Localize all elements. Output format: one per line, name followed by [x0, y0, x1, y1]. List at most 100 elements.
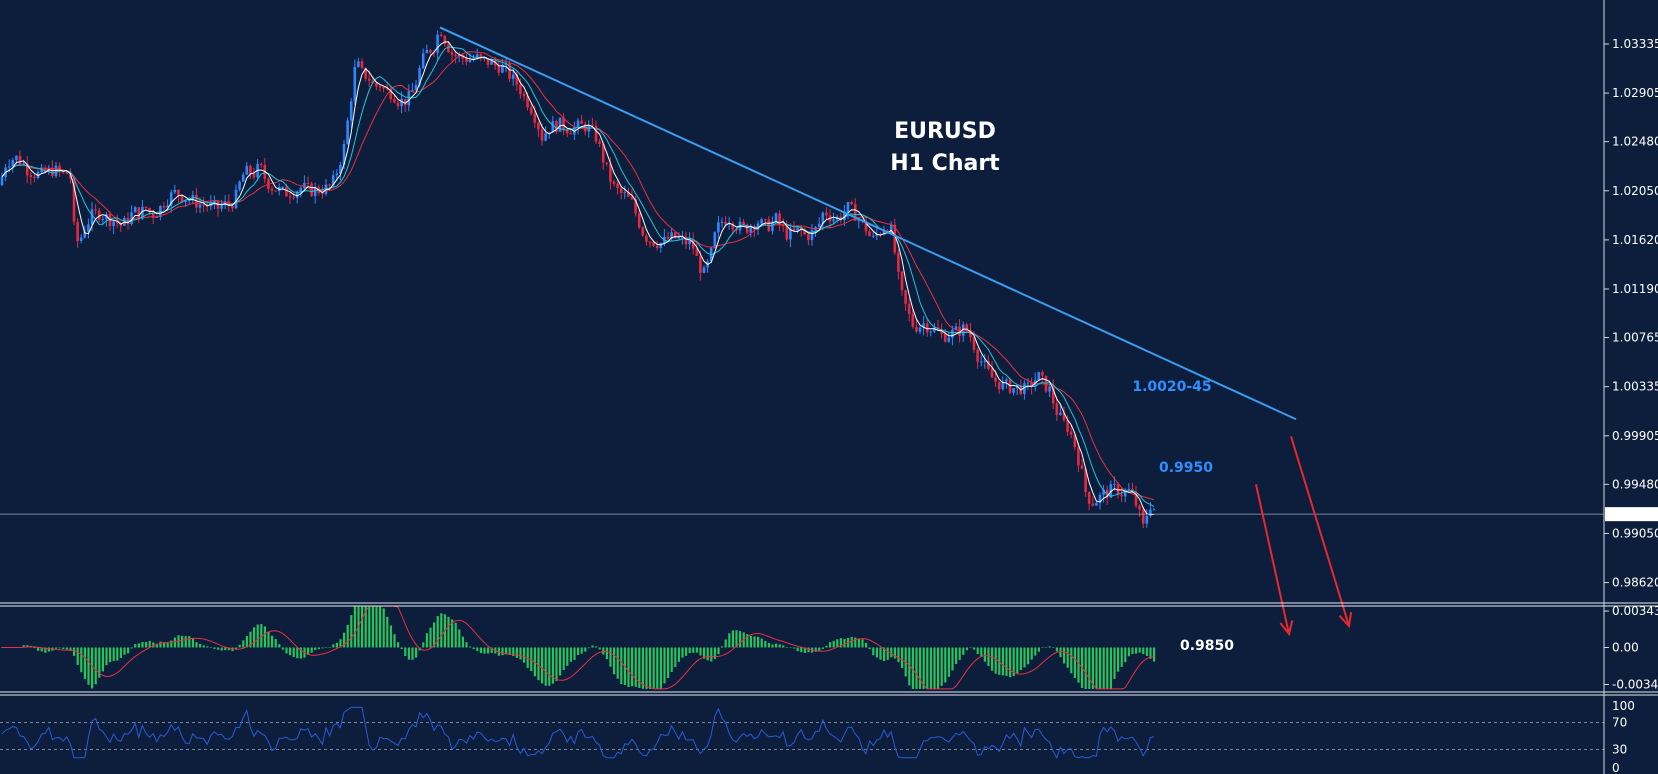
- candle-body: [832, 219, 835, 222]
- macd-bar: [980, 647, 983, 657]
- macd-bar: [1027, 647, 1030, 665]
- candle-body: [40, 167, 43, 173]
- macd-bar: [209, 647, 212, 648]
- macd-bar: [695, 647, 698, 653]
- projection-arrows: [1255, 436, 1353, 637]
- macd-bar: [69, 647, 72, 651]
- macd-bar: [548, 647, 551, 686]
- macd-bar: [1030, 647, 1033, 660]
- macd-bar: [735, 630, 738, 648]
- current-price-tag: [1605, 507, 1658, 522]
- macd-bar: [253, 627, 256, 648]
- candle-body: [141, 206, 144, 219]
- macd-bar: [530, 647, 533, 672]
- candle-body: [400, 98, 403, 107]
- candle-body: [69, 173, 72, 179]
- candle-body: [295, 192, 299, 198]
- macd-bar: [159, 641, 162, 648]
- macd-bar: [1023, 647, 1026, 668]
- candle-body: [1005, 379, 1008, 382]
- macd-bar: [962, 647, 965, 655]
- macd-bar: [195, 642, 198, 648]
- macd-bar: [965, 647, 968, 651]
- candle-body: [742, 221, 745, 225]
- candle-body: [929, 331, 933, 333]
- macd-bar: [832, 640, 835, 648]
- macd-bar: [551, 647, 554, 684]
- macd-bar: [1037, 647, 1040, 652]
- candle-body: [605, 162, 609, 164]
- macd-bar: [476, 647, 479, 651]
- macd-tick-label: 0.00: [1612, 641, 1639, 655]
- candle-body: [1051, 386, 1055, 404]
- macd-bar: [1135, 647, 1138, 654]
- macd-bar: [55, 647, 58, 649]
- candle-body: [677, 237, 681, 239]
- macd-bar: [976, 647, 979, 655]
- candle-body: [1069, 431, 1073, 435]
- candle-body: [717, 222, 720, 233]
- macd-bar: [523, 647, 526, 663]
- macd-bar: [645, 647, 648, 689]
- macd-bar: [184, 636, 187, 648]
- macd-bar: [62, 647, 65, 650]
- candle-body: [897, 252, 900, 272]
- macd-bar: [947, 647, 950, 677]
- candle-body: [1026, 382, 1030, 384]
- macd-bar: [595, 646, 598, 648]
- macd-bar: [631, 647, 634, 687]
- macd-bar: [299, 647, 302, 659]
- macd-bar: [983, 647, 986, 662]
- macd-bar: [152, 642, 155, 648]
- candle-body: [846, 201, 850, 213]
- trendline[interactable]: [439, 26, 1297, 421]
- candle-body: [72, 178, 76, 222]
- candle-body: [875, 234, 879, 236]
- macd-bar: [890, 647, 893, 658]
- candle-body: [177, 189, 180, 196]
- macd-bar: [80, 647, 83, 673]
- macd-bar: [634, 647, 637, 687]
- candle-body: [349, 101, 353, 121]
- candle-body: [112, 221, 115, 227]
- macd-bar: [958, 647, 961, 660]
- rsi-ticks: 100 70 30 0: [1612, 699, 1635, 774]
- macd-bar: [893, 647, 896, 659]
- candle-body: [375, 83, 378, 87]
- macd-bar: [782, 645, 785, 648]
- candle-body: [1095, 502, 1098, 506]
- candle-body: [321, 192, 324, 194]
- macd-bar: [508, 647, 511, 655]
- macd-bar: [1070, 647, 1073, 674]
- macd-bar: [897, 647, 900, 663]
- macd-bar: [83, 647, 86, 680]
- macd-bar: [263, 626, 266, 648]
- candle-body: [990, 368, 994, 378]
- candle-body: [439, 34, 443, 37]
- candle-body: [807, 234, 810, 241]
- candle-body: [627, 192, 630, 197]
- candle-body: [51, 167, 54, 177]
- price-tick-label: 1.01190: [1612, 282, 1658, 296]
- price-tick-label: 0.99905: [1612, 429, 1658, 443]
- macd-bar: [775, 643, 778, 648]
- macd-bar: [875, 647, 878, 658]
- candle-body: [1123, 489, 1127, 497]
- price-tick-label: 1.01620: [1612, 233, 1658, 247]
- macd-bar: [112, 647, 115, 662]
- candle-body: [522, 94, 526, 96]
- candle-body: [933, 327, 936, 332]
- macd-bar: [285, 647, 288, 654]
- macd-bar: [422, 642, 425, 648]
- macd-bar: [656, 647, 659, 689]
- candle-body: [537, 122, 540, 130]
- macd-bar: [375, 606, 378, 648]
- candle-body: [756, 223, 760, 230]
- candle-body: [789, 228, 792, 240]
- candle-body: [378, 86, 382, 88]
- macd-bar: [638, 647, 641, 688]
- macd-bar: [922, 647, 925, 689]
- target-label-2: 0.9950: [1159, 460, 1213, 476]
- candle-body: [234, 189, 238, 209]
- candle-body: [292, 197, 295, 199]
